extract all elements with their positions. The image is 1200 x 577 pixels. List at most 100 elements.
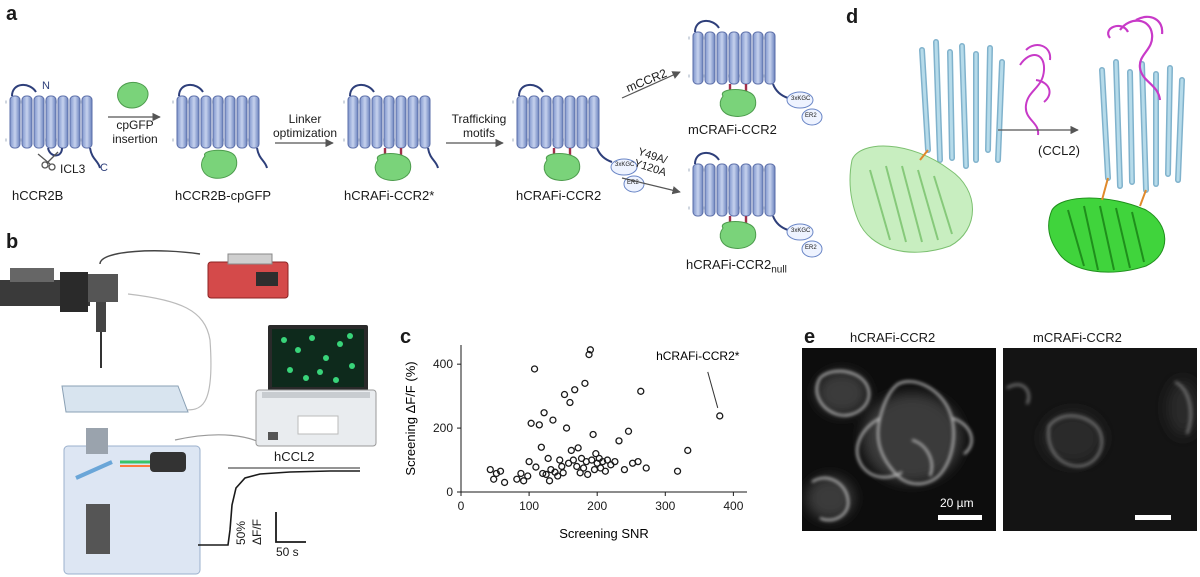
icl3-label: ICL3 xyxy=(60,162,86,176)
receptor-hccr2b xyxy=(9,84,101,169)
scatter-point xyxy=(598,457,607,466)
scatter-point xyxy=(581,379,589,387)
scatter-point xyxy=(571,386,579,394)
scatter-point xyxy=(554,472,562,480)
scale-y-value: 50% xyxy=(234,520,248,545)
scissors-icon xyxy=(37,151,59,171)
scatter-point xyxy=(556,456,564,464)
scatter-point xyxy=(607,461,615,469)
ccl2-arrow-label: (CCL2) xyxy=(1038,143,1080,158)
micrograph-mcrafi-ccr2 xyxy=(1003,348,1197,531)
scatter-point xyxy=(490,475,498,483)
scatter-point xyxy=(513,475,521,483)
scatter-point xyxy=(524,472,532,480)
scatter-point xyxy=(585,350,593,359)
step-cpgfp-insertion: cpGFP insertion xyxy=(112,118,158,146)
panel-a-label: a xyxy=(6,3,18,25)
step-linker-optimization: Linker optimization xyxy=(272,112,338,140)
scatter-point xyxy=(576,469,584,477)
construct-mcrafi-ccr2: mCRAFi-CCR2 xyxy=(688,122,777,137)
x-tick-label: 200 xyxy=(587,499,607,513)
scatter-point xyxy=(525,457,533,466)
scatter-point xyxy=(517,469,525,478)
construct-hccr2b: hCCR2B xyxy=(12,188,64,203)
scatter-point xyxy=(486,465,494,474)
scale-bar-left xyxy=(938,515,982,520)
scatter-point xyxy=(624,427,633,435)
scatter-point xyxy=(544,454,552,463)
n-terminus-label: N xyxy=(42,80,50,92)
scatter-point xyxy=(577,454,586,463)
y-tick-label: 400 xyxy=(433,357,453,371)
stimulus-label: hCCL2 xyxy=(274,449,315,464)
scatter-point xyxy=(615,437,623,445)
scatter-point xyxy=(574,444,582,452)
tag-kgc-2: 3xKGC xyxy=(791,96,811,102)
scatter-point xyxy=(586,346,595,354)
scatter-point xyxy=(535,421,543,429)
scatter-point xyxy=(569,456,578,464)
scatter-chart: 0 100 200 300 400 0 200 400 Screening SNR Scree… xyxy=(403,345,747,541)
scatter-point xyxy=(573,462,581,471)
step-trafficking-motifs: Trafficking motifs xyxy=(451,112,507,140)
construct-hccr2b-cpgfp: hCCR2B-cpGFP xyxy=(175,188,272,203)
tag-er2-2: ER2 xyxy=(805,113,817,119)
scatter-point xyxy=(545,477,554,485)
scatter-point xyxy=(684,446,692,455)
scatter-point xyxy=(566,398,574,407)
receptor-mcrafi-ccr2 xyxy=(692,20,823,126)
scatter-point xyxy=(567,446,575,455)
scatter-point xyxy=(532,463,540,471)
scatter-point xyxy=(539,469,547,478)
scatter-point xyxy=(596,464,605,472)
annotation-label: hCRAFi-CCR2* xyxy=(656,349,740,363)
x-tick-label: 0 xyxy=(458,499,465,513)
scatter-point xyxy=(611,457,619,466)
tag-kgc-3: 3xKGC xyxy=(791,228,811,234)
scatter-point xyxy=(564,459,573,467)
scatter-point xyxy=(559,469,567,477)
scatter-point xyxy=(637,387,645,395)
scatter-point xyxy=(542,470,550,479)
scatter-point xyxy=(558,462,566,471)
receptor-hcrafi-ccr2-star xyxy=(347,84,439,181)
panel-b-label: b xyxy=(6,231,19,253)
scatter-point xyxy=(527,419,535,427)
micrograph-hcrafi-ccr2 xyxy=(802,348,996,531)
y-axis-label: Screening ΔF/F (%) xyxy=(403,361,418,475)
scale-bar-right xyxy=(1135,515,1171,520)
scatter-point xyxy=(500,478,509,487)
annotation-arrow xyxy=(707,371,719,409)
scatter-point xyxy=(642,464,650,472)
scale-y-unit: ΔF/F xyxy=(250,518,264,545)
scatter-point xyxy=(589,430,597,439)
cpgfp-icon xyxy=(117,82,149,109)
panel-c-label: c xyxy=(400,326,412,348)
panel-a-diagram xyxy=(5,20,823,258)
panel-d-label: d xyxy=(846,6,859,28)
construct-hcrafi-ccr2-star: hCRAFi-CCR2* xyxy=(344,188,435,203)
tag-er2-1: ER2 xyxy=(627,180,639,186)
panel-e-label: e xyxy=(804,326,816,348)
panel-b-setup-illustration xyxy=(0,250,377,575)
micrograph-right-title: mCRAFi-CCR2 xyxy=(1033,330,1122,345)
scatter-point xyxy=(549,416,557,424)
scatter-point xyxy=(540,409,548,417)
scatter-point xyxy=(537,443,546,451)
scatter-point xyxy=(601,467,610,475)
y-tick-label: 0 xyxy=(446,485,453,499)
c-terminus-label: C xyxy=(100,162,108,174)
scatter-point xyxy=(562,424,571,432)
x-axis-label: Screening SNR xyxy=(559,526,649,541)
scatter-point xyxy=(560,390,569,399)
receptor-hccr2b-cpgfp xyxy=(176,84,268,179)
scatter-point xyxy=(579,464,588,472)
tag-kgc-1: 3xKGC xyxy=(615,162,635,168)
scatter-point xyxy=(592,450,600,458)
construct-hcrafi-ccr2-null: hCRAFi-CCR2null xyxy=(686,257,787,276)
receptor-hcrafi-ccr2-null xyxy=(692,152,823,258)
x-tick-label: 300 xyxy=(655,499,675,513)
scatter-point xyxy=(584,470,592,479)
construct-hcrafi-ccr2: hCRAFi-CCR2 xyxy=(516,188,602,203)
scatter-point xyxy=(603,456,612,464)
